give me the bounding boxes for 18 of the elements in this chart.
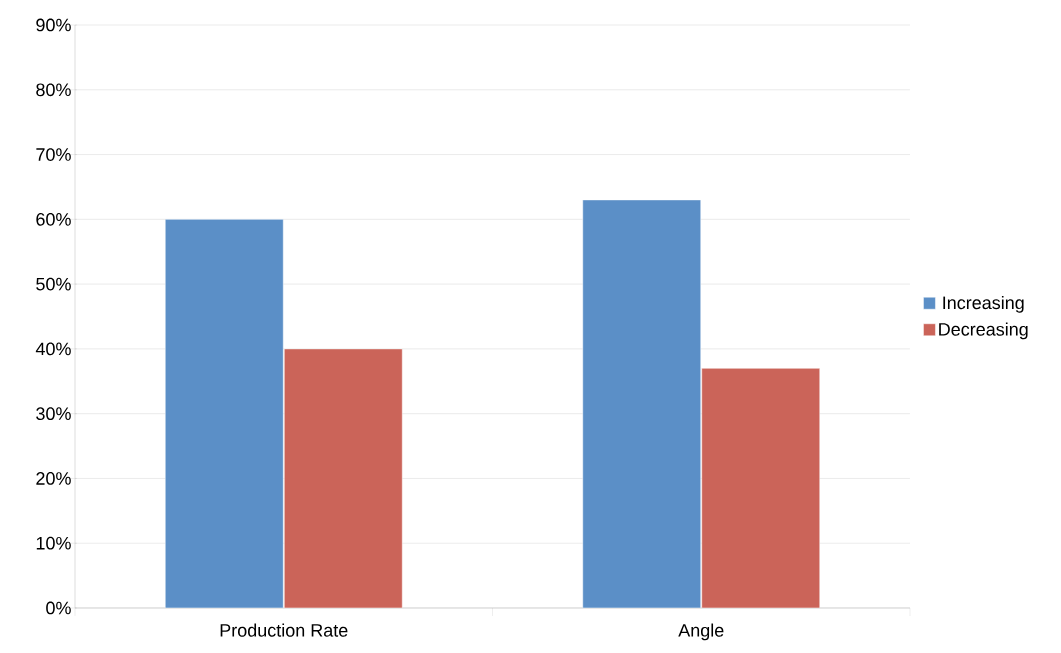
bar [582,199,701,608]
bar [284,348,403,608]
y-tick-label: 60% [36,212,71,226]
y-tick-label: 80% [36,83,71,97]
legend-label: Increasing [943,295,1024,313]
x-tick-label: Angle [678,623,724,641]
y-tick-label: 30% [36,407,71,421]
legend-label: Decreasing [939,322,1028,340]
y-tick-label: 10% [36,536,71,550]
x-tick-label: Production Rate [220,623,348,637]
y-tick-label: 20% [36,472,71,485]
y-tick-label: 0% [46,601,71,615]
y-tick-label: 70% [36,148,71,161]
bar [701,368,820,608]
y-tick-label: 90% [36,18,71,32]
y-tick-label: 50% [36,277,71,291]
bar [165,219,284,608]
y-tick-label: 40% [35,342,71,356]
